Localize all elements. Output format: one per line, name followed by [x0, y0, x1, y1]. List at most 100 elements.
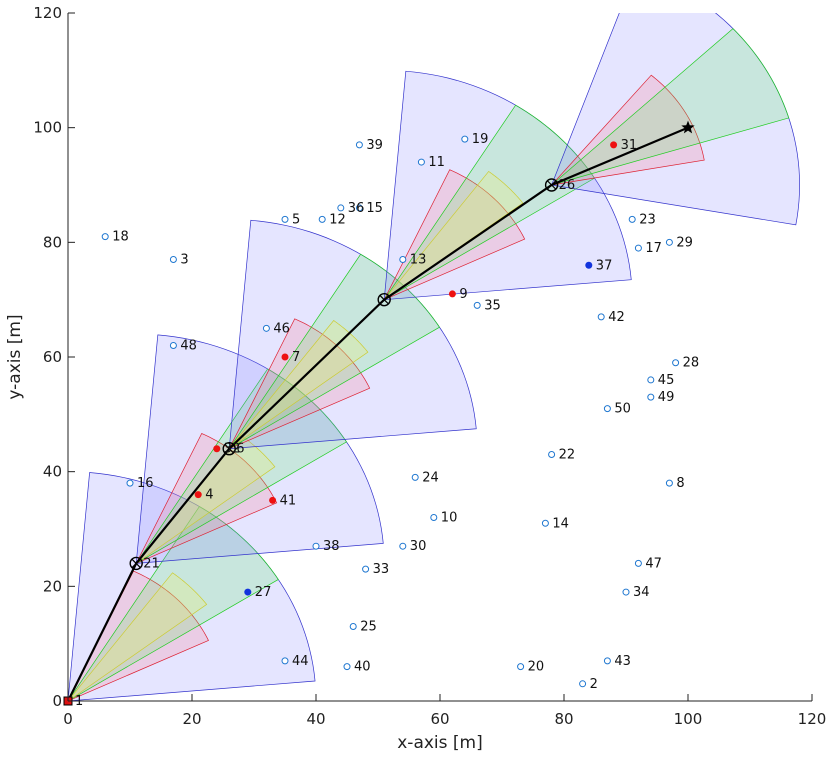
- sector-mid: [135, 433, 278, 565]
- node: 17: [634, 241, 662, 256]
- hop-marker: [544, 178, 559, 192]
- node: 48: [169, 339, 197, 354]
- node-marker: [126, 479, 134, 487]
- node-marker: [610, 141, 618, 149]
- node-label: 13: [410, 253, 427, 268]
- node: 8: [665, 476, 685, 491]
- node-marker: [399, 542, 407, 550]
- node: 23: [628, 212, 656, 227]
- node-label: 24: [422, 470, 439, 485]
- node-marker: [548, 450, 556, 458]
- node: 37: [585, 258, 612, 273]
- y-axis-label: y-axis [m]: [5, 314, 25, 399]
- node-marker: [665, 238, 673, 246]
- node-marker: [281, 215, 289, 223]
- node: 24: [411, 470, 439, 485]
- node-marker: [579, 680, 587, 688]
- node-label: 8: [676, 476, 684, 491]
- node: 38: [312, 539, 340, 554]
- node-marker: [473, 301, 481, 309]
- node-label: 17: [645, 241, 662, 256]
- node: 21: [143, 556, 160, 571]
- hop-marker-cross: [379, 295, 389, 305]
- node: 49: [647, 390, 674, 405]
- node-label: 4: [205, 488, 213, 503]
- node-marker: [269, 496, 277, 504]
- node: 36: [337, 201, 364, 216]
- sector-mid: [383, 169, 526, 301]
- node: 42: [597, 310, 625, 325]
- node-label: 15: [366, 201, 383, 216]
- node-marker: [603, 405, 611, 413]
- node: 10: [430, 511, 458, 526]
- hop-marker-cross: [131, 558, 141, 568]
- node: 35: [473, 298, 501, 313]
- axes: 0 20 40 60 80 100 120 0 20 40 60 80 100 120: [33, 4, 826, 728]
- node-marker: [318, 215, 326, 223]
- hop-marker: [377, 292, 391, 307]
- sector-group: [68, 472, 316, 701]
- node-label: 34: [633, 585, 650, 600]
- node: 18: [101, 230, 129, 245]
- node-marker: [244, 588, 252, 596]
- node: 26: [559, 178, 576, 193]
- node-label: 35: [484, 298, 501, 313]
- node-marker: [517, 663, 525, 671]
- node-label: 39: [366, 138, 383, 153]
- node-label: 42: [608, 310, 625, 325]
- x-tick-label: 20: [182, 710, 201, 728]
- node-label: 32: [224, 442, 241, 457]
- x-tick-label: 60: [430, 710, 449, 728]
- node: 3: [169, 253, 189, 268]
- node-label: 20: [528, 660, 545, 675]
- node: 45: [647, 373, 674, 388]
- sector-mid: [550, 74, 705, 186]
- y-tick-label: 0: [52, 692, 62, 710]
- target-star: [681, 120, 695, 134]
- y-tick-label: 60: [43, 348, 62, 366]
- node: 16: [126, 476, 154, 491]
- node-marker: [634, 559, 642, 567]
- node-label: 25: [360, 619, 377, 634]
- node: 40: [343, 660, 371, 675]
- node-label: 16: [137, 476, 154, 491]
- coverage-sectors: [68, 13, 800, 701]
- node-label: 6: [236, 442, 244, 457]
- node-marker: [194, 491, 202, 499]
- node: 2: [579, 677, 598, 692]
- node-marker: [101, 233, 109, 241]
- node-label: 14: [552, 516, 569, 531]
- node-marker: [603, 657, 611, 665]
- node: 43: [603, 654, 631, 669]
- node-marker: [448, 290, 456, 298]
- node-label: 40: [354, 660, 371, 675]
- node: 19: [461, 132, 489, 147]
- node-marker: [411, 473, 419, 481]
- node-marker: [213, 445, 221, 453]
- node-label: 29: [676, 235, 693, 250]
- node-label: 10: [441, 511, 458, 526]
- node-label: 27: [255, 585, 272, 600]
- node-marker: [541, 519, 549, 527]
- node: 41: [269, 493, 296, 508]
- node-label: 19: [472, 132, 489, 147]
- node-marker: [169, 256, 177, 264]
- node-marker: [355, 204, 363, 212]
- node-label: 11: [428, 155, 445, 170]
- node-label: 37: [596, 258, 613, 273]
- y-tick-label: 80: [43, 233, 62, 251]
- node: 50: [603, 402, 631, 417]
- node: 46: [262, 321, 290, 336]
- node: 39: [355, 138, 383, 153]
- hop-marker: [222, 442, 236, 456]
- node: 7: [281, 350, 300, 365]
- node-marker: [430, 514, 438, 522]
- node-marker: [281, 353, 289, 361]
- node-label: 7: [292, 350, 300, 365]
- x-tick-label: 100: [674, 710, 703, 728]
- node: 22: [548, 447, 575, 462]
- node-marker: [622, 588, 630, 596]
- node: 20: [517, 660, 545, 675]
- y-tick-label: 20: [43, 577, 62, 595]
- sector-group: [550, 13, 800, 226]
